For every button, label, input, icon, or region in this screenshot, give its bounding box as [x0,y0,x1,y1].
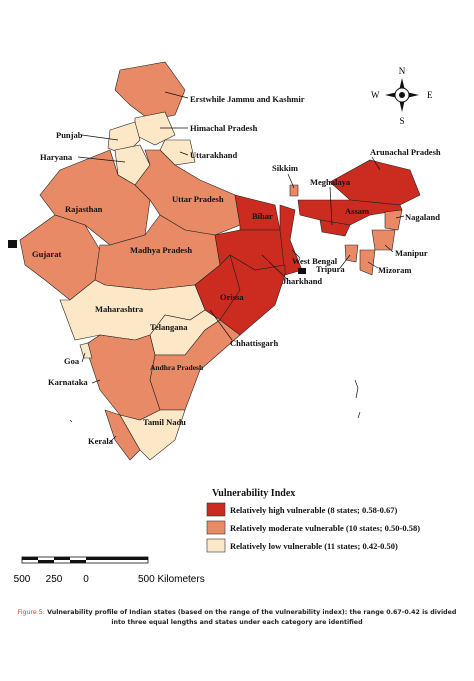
state-label: Andhra Pradesh [150,363,204,372]
state-label: Tamil Nadu [143,417,186,427]
state-label: Gujarat [32,249,61,259]
state-label: Uttar Pradesh [172,194,224,204]
state-label: Mizoram [378,265,412,275]
legend-label: Relatively low vulnerable (11 states; 0.… [230,541,398,551]
state-label: Punjab [56,130,83,140]
map: Erstwhile Jammu and Kashmir Himachal Pra… [8,61,441,585]
state-label: Erstwhile Jammu and Kashmir [190,94,305,104]
state-label: Rajasthan [65,204,103,214]
state-labels: Erstwhile Jammu and Kashmir Himachal Pra… [32,94,441,446]
compass-e: E [427,90,433,100]
compass-w: W [371,90,380,100]
state-label: Tripura [316,264,345,274]
state-label: West Bengal [292,256,338,266]
state-label: Telangana [150,322,188,332]
state-label: Nagaland [405,212,440,222]
state-label: Uttarakhand [190,150,238,160]
caption: Figure 5: Vulnerability profile of India… [12,608,462,628]
state-label: Maharashtra [95,304,144,314]
state-label: Manipur [395,248,428,258]
legend-label: Relatively moderate vulnerable (10 state… [230,523,420,533]
state-label: Karnataka [48,377,88,387]
scale-label: 500 [14,574,31,585]
state-label: Jharkhand [282,276,322,286]
scale-label: 0 [83,574,89,585]
legend-swatch [206,538,226,553]
state-label: Madhya Pradesh [130,245,192,255]
state-label: Sikkim [272,163,298,173]
legend-label: Relatively high vulnerable (8 states; 0.… [230,505,398,515]
scale-bar: 500 250 0 500 Kilometers [14,556,205,585]
state-label: Meghalaya [310,177,351,187]
legend-swatch [206,520,226,535]
state-shapes [8,61,421,461]
caption-label: Figure 5: [17,609,45,616]
compass-n: N [399,66,406,76]
state-label: Orissa [220,292,244,302]
state-label: Chhattisgarh [230,338,278,348]
legend-title: Vulnerability Index [212,488,295,499]
state-label: Haryana [40,152,73,162]
scale-label: 250 [46,574,63,585]
state-label: Kerala [88,436,114,446]
state-label: Assam [345,206,369,216]
scale-label: 500 Kilometers [138,574,205,585]
leader-lines [77,91,405,443]
state-label: Bihar [252,211,273,221]
state-label: Arunachal Pradesh [370,147,441,157]
compass-s: S [399,116,404,126]
state-label: Himachal Pradesh [190,123,258,133]
legend-swatch [206,502,226,517]
caption-text: Vulnerability profile of Indian states (… [47,609,457,626]
state-label: Goa [64,356,80,366]
compass: N S E W [371,66,433,126]
legend: Vulnerability Index Relatively high vuln… [206,488,420,553]
